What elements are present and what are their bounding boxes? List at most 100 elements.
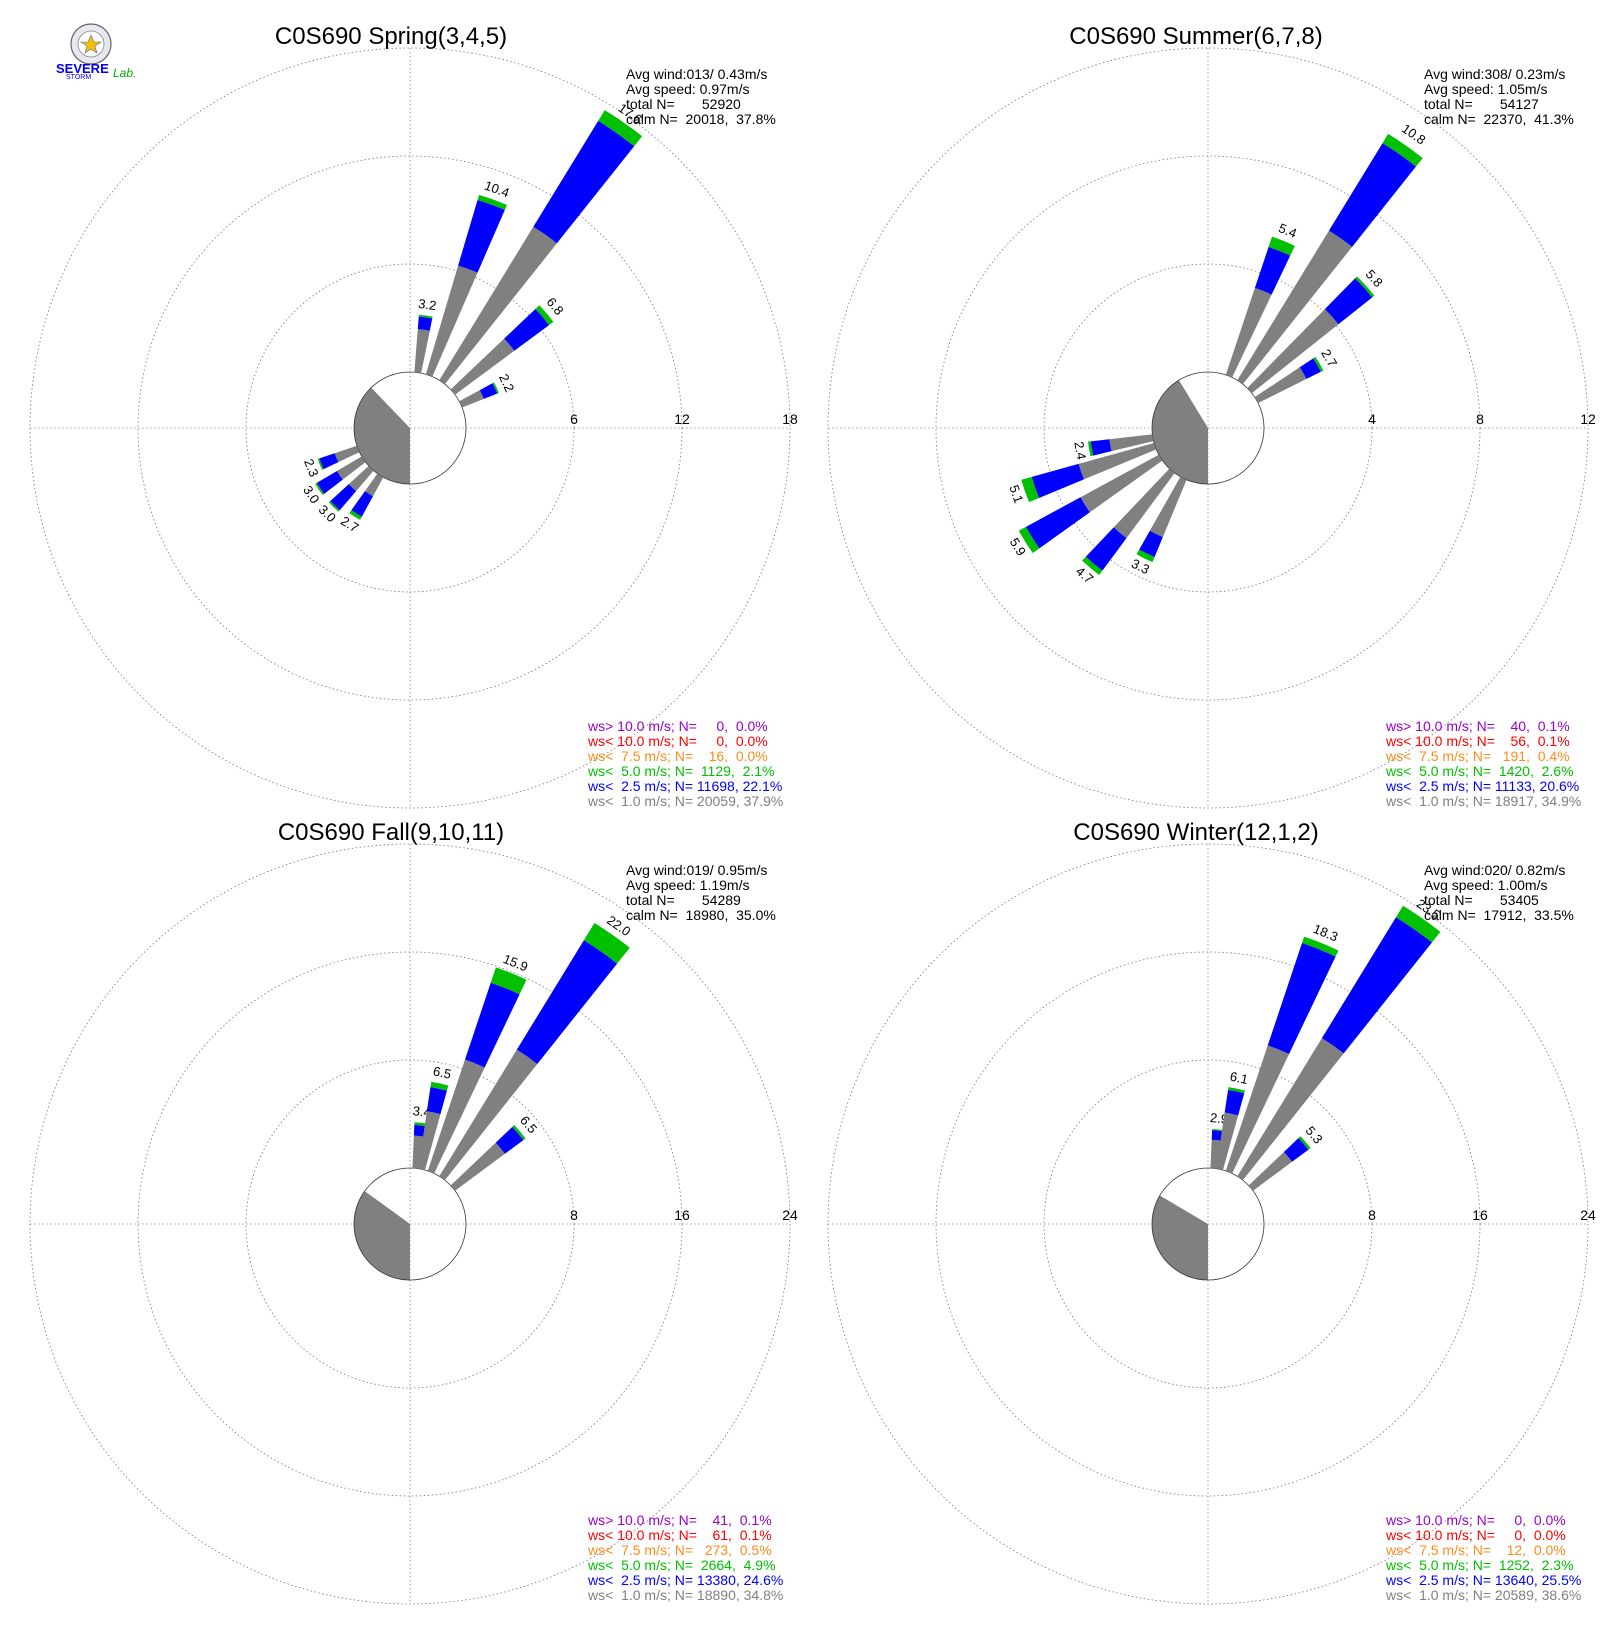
bar-segment-gray bbox=[334, 445, 360, 463]
bar-segment-blue bbox=[465, 982, 520, 1068]
calm-n-text: calm N= 18980, 35.0% bbox=[626, 907, 776, 923]
ring-label: 16 bbox=[1472, 1207, 1488, 1223]
bar-segment-blue bbox=[516, 940, 618, 1064]
bar-segment-green bbox=[1302, 936, 1339, 957]
bar-value-label: 2.2 bbox=[496, 372, 517, 395]
panel-title: C0S690 Spring(3,4,5) bbox=[275, 23, 507, 50]
bar-segment-blue bbox=[1085, 527, 1127, 571]
legend-entry: ws< 10.0 m/s; N= 0, 0.0% bbox=[587, 733, 768, 749]
grid-ring bbox=[137, 155, 683, 701]
logo-text-severe: SEVERE bbox=[56, 61, 109, 76]
grid-ring bbox=[827, 843, 1589, 1605]
bar-segment-gray bbox=[1248, 1151, 1293, 1191]
ring-label: 24 bbox=[782, 1207, 798, 1223]
bar-value-label: 10.4 bbox=[483, 178, 512, 201]
windrose-panel-summer: C0S690 Summer(6,7,8) 5.410.85.82.73.34.7… bbox=[827, 23, 1596, 809]
windrose-panel-fall: C0S690 Fall(9,10,11) 3.46.515.922.06.5 8… bbox=[29, 819, 798, 1605]
calm-n-text: calm N= 20018, 37.8% bbox=[626, 111, 776, 127]
avg-speed-text: Avg speed: 1.00m/s bbox=[1424, 877, 1547, 893]
bar-value-label: 2.4 bbox=[1071, 440, 1089, 460]
legend-entry: ws< 2.5 m/s; N= 13380, 24.6% bbox=[587, 1572, 783, 1588]
logo-star-icon bbox=[80, 34, 102, 54]
legend-entry: ws< 5.0 m/s; N= 2664, 4.9% bbox=[587, 1557, 776, 1573]
bar-segment-green bbox=[598, 110, 643, 147]
grid-ring bbox=[29, 47, 791, 809]
bar-value-label: 2.3 bbox=[301, 457, 322, 479]
panel-title: C0S690 Fall(9,10,11) bbox=[278, 819, 504, 846]
legend-entry: ws< 2.5 m/s; N= 13640, 25.5% bbox=[1385, 1572, 1581, 1588]
ring-label: 12 bbox=[674, 411, 690, 427]
legend-entry: ws< 10.0 m/s; N= 0, 0.0% bbox=[1385, 1527, 1566, 1543]
bar-segment-blue bbox=[426, 1087, 447, 1115]
bar-segment-green bbox=[1087, 441, 1094, 457]
bar-segment-green bbox=[1136, 549, 1155, 563]
total-n-text: total N= 53405 bbox=[1424, 892, 1539, 908]
avg-wind-text: Avg wind:020/ 0.82m/s bbox=[1424, 862, 1565, 878]
bar-segment-gray bbox=[1210, 1139, 1222, 1169]
legend-entry: ws< 2.5 m/s; N= 11133, 20.6% bbox=[1385, 778, 1579, 794]
bar-segment-blue bbox=[1211, 1130, 1224, 1141]
bar-segment-green bbox=[1082, 556, 1103, 576]
bar-segment-gray bbox=[1237, 1038, 1344, 1181]
ring-label: 18 bbox=[782, 411, 798, 427]
bar-segment-green bbox=[1395, 905, 1441, 943]
calm-n-text: calm N= 22370, 41.3% bbox=[1424, 111, 1574, 127]
avg-wind-text: Avg wind:308/ 0.23m/s bbox=[1424, 66, 1565, 82]
windrose-panel-winter: C0S690 Winter(12,1,2) 2.96.118.323.55.3 … bbox=[827, 819, 1596, 1605]
bar-segment-green bbox=[512, 1125, 526, 1141]
bar-segment-green bbox=[490, 967, 527, 995]
ring-label: 12 bbox=[1580, 411, 1596, 427]
calm-sector bbox=[354, 1191, 410, 1280]
bar-segment-gray bbox=[1080, 454, 1163, 513]
bar-segment-gray bbox=[450, 338, 515, 395]
logo-text-lab: Lab. bbox=[113, 66, 136, 80]
ring-label: 8 bbox=[1476, 411, 1484, 427]
bar-segment-gray bbox=[336, 456, 366, 480]
bar-segment-gray bbox=[450, 1142, 505, 1191]
bar-segment-blue bbox=[413, 1124, 427, 1137]
bar-segment-green bbox=[1021, 476, 1040, 503]
legend-entry: ws< 5.0 m/s; N= 1129, 2.1% bbox=[587, 763, 775, 779]
legend-entry: ws< 5.0 m/s; N= 1252, 2.3% bbox=[1385, 1557, 1574, 1573]
speed-legend: ws> 10.0 m/s; N= 0, 0.0% ws< 10.0 m/s; N… bbox=[1385, 1512, 1581, 1603]
total-n-text: total N= 54289 bbox=[626, 892, 741, 908]
bar-segment-blue bbox=[1267, 943, 1336, 1055]
grid-ring bbox=[935, 155, 1481, 701]
logo-text-storm: STORM bbox=[66, 74, 91, 81]
bar-segment-gray bbox=[412, 1135, 425, 1169]
bar-segment-gray bbox=[1078, 442, 1157, 480]
bar-segment-gray bbox=[414, 329, 430, 374]
bar-segment-green bbox=[328, 501, 340, 512]
bar-segment-blue bbox=[1283, 1138, 1309, 1162]
bar-segment-gray bbox=[439, 226, 557, 385]
calm-circle bbox=[353, 1167, 467, 1281]
bar-segment-blue bbox=[458, 199, 505, 273]
bar-segment-blue bbox=[1321, 917, 1432, 1054]
stats-block: Avg wind:308/ 0.23m/s Avg speed: 1.05m/s… bbox=[1424, 66, 1574, 127]
calm-sector bbox=[1152, 380, 1208, 484]
bar-segment-gray bbox=[418, 1111, 441, 1171]
legend-entry: ws< 10.0 m/s; N= 56, 0.1% bbox=[1385, 733, 1570, 749]
bar-segment-blue bbox=[1324, 278, 1373, 325]
avg-wind-text: Avg wind:019/ 0.95m/s bbox=[626, 862, 767, 878]
grid-ring bbox=[137, 951, 683, 1497]
bar-segment-gray bbox=[1247, 309, 1339, 394]
calm-sector bbox=[354, 387, 410, 484]
bar-segment-green bbox=[1313, 356, 1324, 372]
bar-segment-green bbox=[430, 1081, 449, 1091]
bar-segment-gray bbox=[1254, 367, 1307, 404]
bar-segment-gray bbox=[1216, 1112, 1239, 1171]
bar-segment-gray bbox=[1149, 476, 1187, 538]
bar-value-label: 5.4 bbox=[1277, 220, 1299, 241]
bar-segment-gray bbox=[425, 265, 478, 377]
calm-sector bbox=[1152, 1195, 1208, 1280]
bar-segment-blue bbox=[351, 491, 373, 517]
bar-segment-gray bbox=[364, 473, 384, 497]
panel-title: C0S690 Summer(6,7,8) bbox=[1069, 23, 1322, 50]
legend-entry: ws> 10.0 m/s; N= 0, 0.0% bbox=[1385, 1512, 1566, 1528]
legend-entry: ws< 10.0 m/s; N= 61, 0.1% bbox=[587, 1527, 772, 1543]
avg-speed-text: Avg speed: 0.97m/s bbox=[626, 81, 749, 97]
bar-segment-blue bbox=[330, 484, 357, 511]
bar-segment-green bbox=[535, 305, 554, 326]
